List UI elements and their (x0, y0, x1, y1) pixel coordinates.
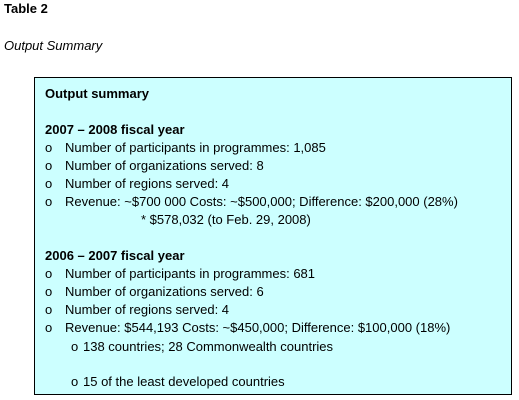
list-item: Revenue: $544,193 Costs: ~$450,000; Diff… (65, 320, 451, 335)
sub-list-item: 138 countries; 28 Commonwealth countries (83, 339, 334, 354)
bullet-icon: o (45, 284, 53, 299)
list-item: Number of participants in programmes: 68… (65, 266, 316, 281)
bullet-icon: o (45, 194, 53, 209)
list-item: Number of organizations served: 6 (65, 284, 264, 299)
bullet-icon: o (71, 339, 79, 354)
bullet-icon: o (45, 158, 53, 173)
list-item: Number of regions served: 4 (65, 302, 230, 317)
bullet-icon: o (71, 374, 79, 389)
section-title-2006-2007: 2006 – 2007 fiscal year (45, 248, 185, 263)
table-caption: Output Summary (4, 38, 103, 53)
bullet-icon: o (45, 176, 53, 191)
output-summary-box: Output summary 2007 – 2008 fiscal year o… (34, 77, 512, 395)
bullet-icon: o (45, 140, 53, 155)
box-heading: Output summary (45, 86, 150, 101)
bullet-icon: o (45, 320, 53, 335)
bullet-icon: o (45, 266, 53, 281)
revenue-footnote: * $578,032 (to Feb. 29, 2008) (141, 212, 311, 227)
list-item: Revenue: ~$700 000 Costs: ~$500,000; Dif… (65, 194, 458, 209)
sub-list-item: 15 of the least developed countries (83, 374, 285, 389)
bullet-icon: o (45, 302, 53, 317)
list-item: Number of participants in programmes: 1,… (65, 140, 326, 155)
list-item: Number of organizations served: 8 (65, 158, 264, 173)
list-item: Number of regions served: 4 (65, 176, 230, 191)
section-title-2007-2008: 2007 – 2008 fiscal year (45, 122, 185, 137)
table-number-label: Table 2 (4, 1, 48, 16)
